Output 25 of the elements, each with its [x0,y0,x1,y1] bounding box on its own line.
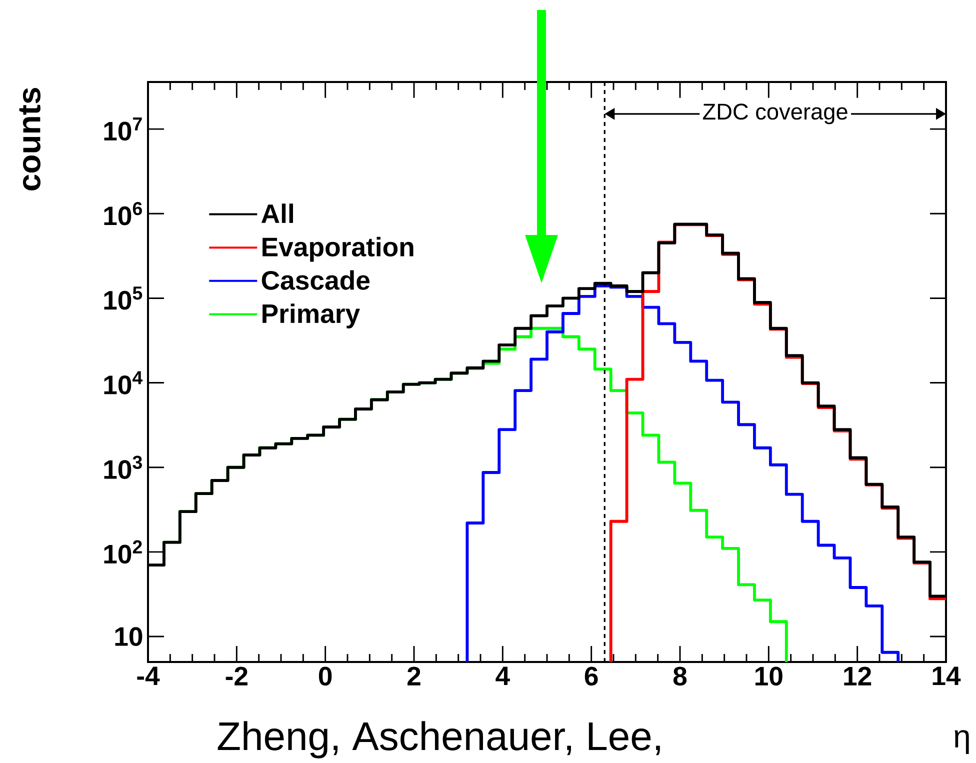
x-tick-label: 0 [318,666,332,686]
x-tick-label: 10 [756,666,782,686]
y-tick-label: 10$^{6}$ [104,202,142,226]
y-tick-label: 10$^{2}$ [104,540,142,564]
annotation: ZDC coverage [702,104,848,124]
x-axis-title: η [954,730,969,754]
x-tick-label: 6 [584,666,598,686]
x-tick-label: 14 [932,666,961,686]
y-axis-title: counts [19,88,40,190]
y-tick-label: 10$^{7}$ [104,118,142,141]
legend-label: Cascade [262,270,370,290]
legend-label: Primary [262,304,360,329]
x-tick-label: 2 [408,666,420,686]
text: Zheng, Aschenauer, Lee, [218,721,660,758]
legend-label: All [261,204,293,224]
y-tick-label: 10$^{4}$ [104,371,143,394]
x-tick-label: -4 [137,666,160,686]
legend-label: Evaporation [262,237,414,262]
y-tick-label: 10$^{5}$ [104,286,142,310]
x-tick-label: -2 [226,666,248,686]
x-tick-label: 12 [844,666,872,686]
y-tick-label: 10 [115,627,142,646]
y-tick-label: 10$^{3}$ [104,456,142,480]
x-tick-label: 4 [496,666,510,686]
x-tick-label: 8 [673,666,687,686]
